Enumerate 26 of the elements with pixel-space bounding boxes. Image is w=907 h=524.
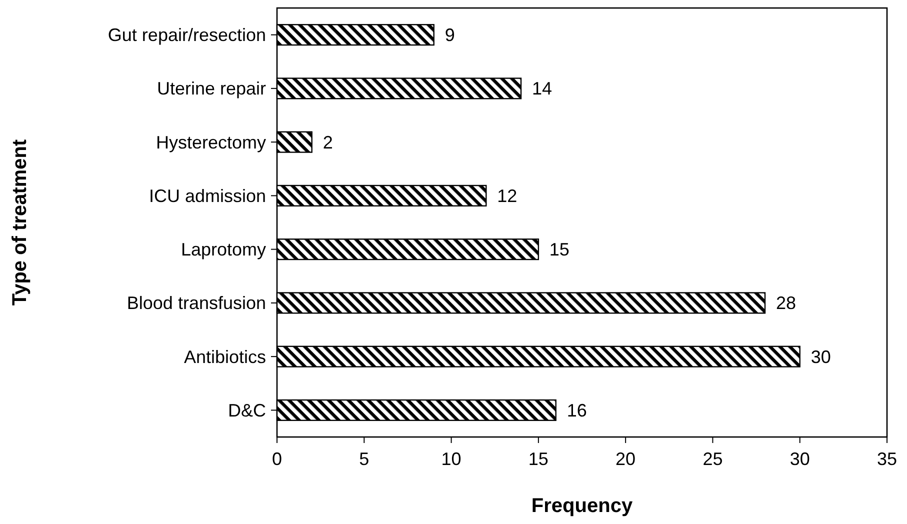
x-tick-label: 30 — [790, 449, 810, 469]
data-label: 30 — [810, 346, 831, 367]
data-label: 12 — [497, 186, 518, 206]
x-tick-label: 35 — [876, 449, 898, 469]
x-axis-title: Frequency — [531, 495, 634, 517]
x-tick-label: 10 — [441, 449, 462, 469]
y-tick-label: D&C — [228, 400, 266, 420]
data-label: 16 — [566, 400, 587, 420]
data-label: 9 — [444, 25, 455, 46]
y-axis-title: Type of treatment — [9, 139, 31, 306]
y-tick-label: Laprotomy — [180, 240, 266, 260]
y-tick-label: ICU admission — [148, 186, 266, 206]
y-tick-label: Antibiotics — [184, 346, 266, 367]
data-label: 15 — [549, 240, 570, 260]
y-tick-label: Gut repair/resection — [108, 25, 266, 46]
x-tick-label: 15 — [528, 449, 548, 469]
x-tick-label: 0 — [272, 449, 282, 469]
x-tick-label: 5 — [359, 449, 370, 469]
x-tick-label: 25 — [702, 449, 723, 469]
y-tick-label: Uterine repair — [156, 78, 266, 99]
y-tick-label: Hysterectomy — [156, 132, 266, 152]
data-label: 14 — [532, 78, 552, 99]
data-label: 28 — [776, 293, 796, 314]
y-tick-label: Blood transfusion — [126, 293, 266, 314]
x-tick-label: 20 — [616, 449, 636, 469]
data-label: 2 — [322, 132, 333, 152]
